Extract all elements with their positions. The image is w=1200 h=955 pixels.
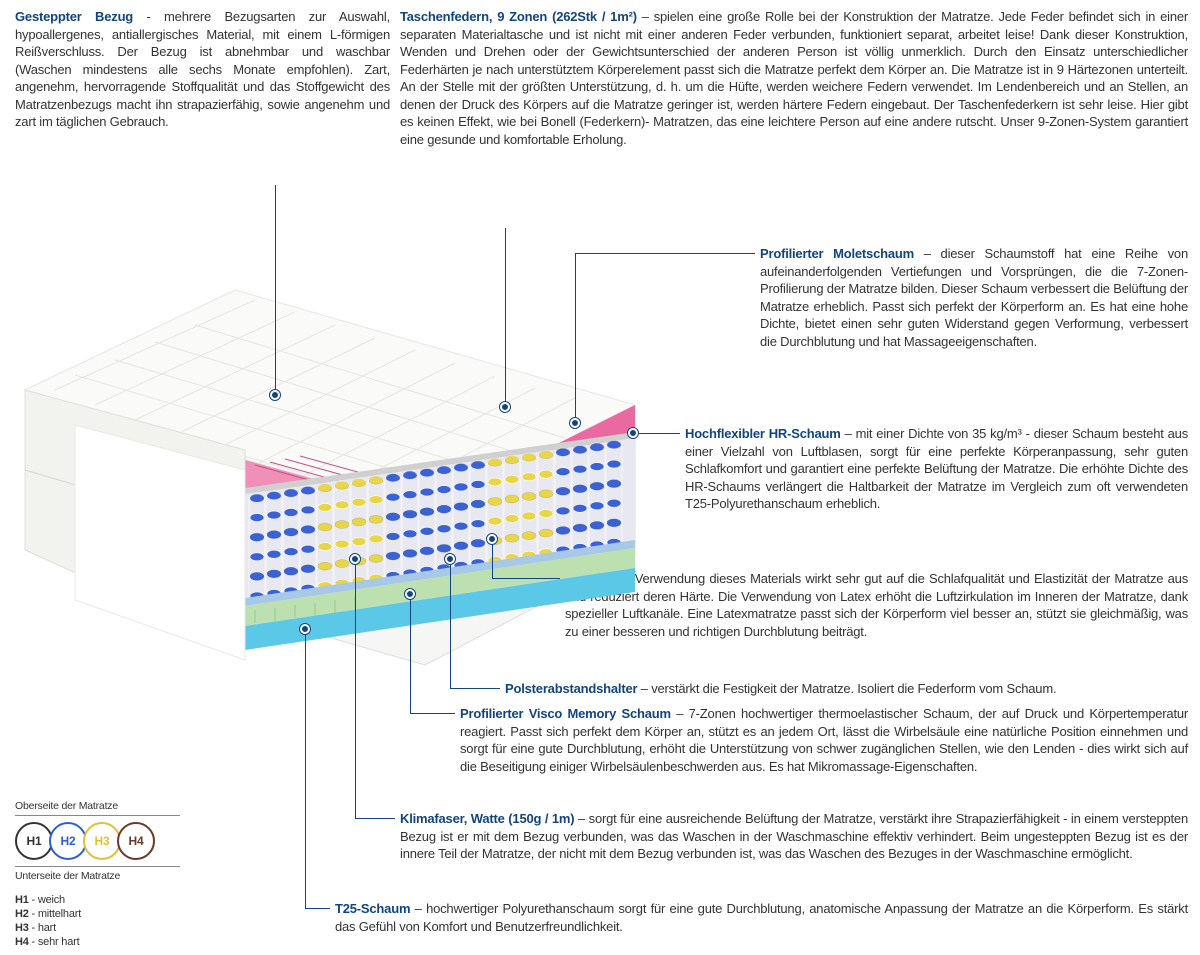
- dot-t25: [300, 624, 310, 634]
- dot-hr: [628, 428, 638, 438]
- federn-body: – spielen eine große Rolle bei der Konst…: [400, 9, 1188, 147]
- t25-body: – hochwertiger Polyurethanschaum sorgt f…: [335, 901, 1188, 934]
- molet-block: Profilierter Moletschaum – dieser Schaum…: [760, 245, 1188, 350]
- dot-visco: [405, 589, 415, 599]
- leader-latex-v: [492, 540, 493, 578]
- bezug-title: Gesteppter Bezug: [15, 9, 133, 24]
- molet-title: Profilierter Moletschaum: [760, 246, 914, 261]
- leader-t25-v: [305, 630, 306, 908]
- hr-block: Hochflexibler HR-Schaum – mit einer Dich…: [685, 425, 1188, 513]
- dot-bezug: [270, 390, 280, 400]
- leader-visco: [410, 713, 455, 714]
- leader-molet-v: [575, 253, 576, 423]
- t25-title: T25-Schaum: [335, 901, 410, 916]
- polster-title: Polsterabstandshalter: [505, 681, 637, 696]
- bezug-block: Gesteppter Bezug - mehrere Bezugsarten z…: [15, 8, 390, 131]
- dot-federn: [500, 402, 510, 412]
- legend-circle-h3: H3: [83, 822, 121, 860]
- mattress-diagram: [15, 270, 645, 670]
- federn-title: Taschenfedern, 9 Zonen (262Stk / 1m²): [400, 9, 637, 24]
- federn-block: Taschenfedern, 9 Zonen (262Stk / 1m²) – …: [400, 8, 1188, 148]
- polster-body: – verstärkt die Festigkeit der Matratze.…: [637, 681, 1056, 696]
- leader-klima: [355, 818, 395, 819]
- molet-body: – dieser Schaumstoff hat eine Reihe von …: [760, 246, 1188, 349]
- legend-circles: H1H2H3H4: [15, 822, 245, 860]
- legend-circle-h1: H1: [15, 822, 53, 860]
- leader-federn: [505, 228, 506, 406]
- dot-molet: [570, 418, 580, 428]
- legend-bottom-label: Unterseite der Matratze: [15, 866, 180, 882]
- leader-t25: [305, 908, 330, 909]
- leader-hr: [635, 433, 680, 434]
- dot-latex: [487, 534, 497, 544]
- legend-line-h1: H1 - weich: [15, 894, 245, 906]
- klima-block: Klimafaser, Watte (150g / 1m) – sorgt fü…: [400, 810, 1188, 863]
- visco-block: Profilierter Visco Memory Schaum – 7-Zon…: [460, 705, 1188, 775]
- leader-latex: [492, 578, 560, 579]
- leader-bezug: [275, 185, 276, 395]
- legend-circle-h2: H2: [49, 822, 87, 860]
- legend-circle-h4: H4: [117, 822, 155, 860]
- bezug-body: - mehrere Bezugsarten zur Auswahl, hypoa…: [15, 9, 390, 129]
- legend-line-h2: H2 - mittelhart: [15, 908, 245, 920]
- t25-block: T25-Schaum – hochwertiger Polyurethansch…: [335, 900, 1188, 935]
- hardness-legend: Oberseite der Matratze H1H2H3H4 Untersei…: [15, 800, 245, 948]
- hr-title: Hochflexibler HR-Schaum: [685, 426, 841, 441]
- legend-line-h3: H3 - hart: [15, 922, 245, 934]
- leader-klima-v: [355, 560, 356, 818]
- visco-title: Profilierter Visco Memory Schaum: [460, 706, 671, 721]
- klima-title: Klimafaser, Watte (150g / 1m): [400, 811, 574, 826]
- dot-klima: [350, 554, 360, 564]
- latex-body: – die Verwendung dieses Materials wirkt …: [565, 571, 1188, 639]
- leader-polster: [450, 688, 500, 689]
- leader-molet: [575, 253, 755, 254]
- polster-block: Polsterabstandshalter – verstärkt die Fe…: [505, 680, 1188, 698]
- dot-polster: [445, 554, 455, 564]
- legend-line-h4: H4 - sehr hart: [15, 936, 245, 948]
- leader-polster-v: [450, 560, 451, 688]
- leader-visco-v: [410, 595, 411, 713]
- latex-block: Latex – die Verwendung dieses Materials …: [565, 570, 1188, 640]
- legend-top-label: Oberseite der Matratze: [15, 800, 180, 816]
